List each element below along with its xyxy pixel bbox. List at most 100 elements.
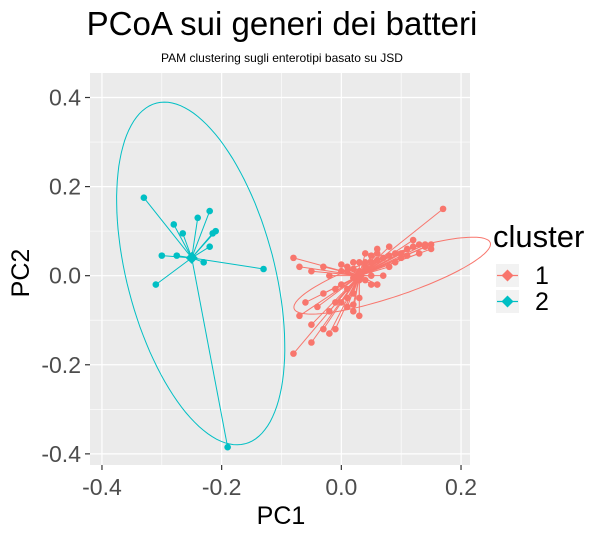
cluster-2-segment bbox=[191, 233, 214, 259]
cluster-1-segment bbox=[311, 270, 360, 277]
cluster-1-point bbox=[361, 250, 369, 257]
cluster-1-point bbox=[338, 299, 345, 306]
cluster-1-point bbox=[439, 205, 447, 213]
y-tick-label: 0.0 bbox=[49, 263, 81, 289]
cluster-2-point bbox=[158, 252, 166, 259]
cluster-1-segment bbox=[299, 275, 360, 317]
grid-lines bbox=[90, 73, 470, 465]
cluster-1-point bbox=[415, 241, 423, 248]
cluster-2-point bbox=[209, 230, 216, 237]
cluster-1-point bbox=[320, 325, 327, 333]
cluster-1-point bbox=[403, 252, 411, 259]
cluster-2-point bbox=[152, 281, 160, 288]
cluster-1-point bbox=[373, 256, 381, 264]
cluster-2-point bbox=[206, 243, 213, 251]
cluster-1-point bbox=[344, 263, 351, 271]
cluster-2-point bbox=[173, 252, 181, 259]
cluster-1-point bbox=[326, 330, 333, 337]
legend-key-1 bbox=[496, 264, 519, 287]
cluster-1-point bbox=[355, 294, 363, 302]
cluster-1-point bbox=[385, 243, 393, 251]
legend: cluster 12 bbox=[493, 219, 584, 316]
cluster-1-point bbox=[403, 245, 411, 253]
cluster-1-point bbox=[391, 259, 399, 266]
y-tick-label: 0.2 bbox=[49, 174, 81, 200]
legend-title: cluster bbox=[493, 219, 584, 254]
cluster-2-point bbox=[179, 230, 187, 237]
y-axis-title: PC2 bbox=[7, 249, 35, 298]
cluster-2-centroid bbox=[185, 251, 198, 264]
y-tick-label: -0.2 bbox=[41, 352, 81, 378]
cluster-2-ellipse bbox=[116, 101, 286, 446]
cluster-1-point bbox=[367, 281, 375, 288]
cluster-1-point bbox=[350, 290, 357, 297]
cluster-2-point bbox=[260, 265, 267, 273]
cluster-1-point bbox=[361, 259, 369, 266]
cluster-1-point bbox=[409, 236, 417, 244]
cluster-1-point bbox=[344, 294, 351, 302]
x-axis-title: PC1 bbox=[257, 502, 306, 530]
cluster-2-segment bbox=[155, 257, 193, 285]
cluster-2-point bbox=[140, 194, 148, 202]
cluster-1-point bbox=[379, 272, 387, 279]
cluster-2-segment bbox=[191, 210, 211, 259]
cluster-2-segment bbox=[143, 197, 193, 259]
cluster-1-point bbox=[350, 301, 357, 308]
cluster-1-point bbox=[332, 285, 339, 293]
x-tick-label: 0.2 bbox=[445, 474, 477, 500]
cluster-2-point bbox=[170, 221, 178, 228]
chart-subtitle: PAM clustering sugli enterotipi basato s… bbox=[161, 51, 403, 65]
legend-key-2 bbox=[496, 290, 519, 313]
cluster-2-point bbox=[206, 207, 213, 215]
cluster-1-point bbox=[373, 245, 381, 253]
cluster-1-centroid bbox=[353, 269, 366, 282]
cluster-1-point bbox=[332, 299, 339, 306]
cluster-1-point bbox=[367, 259, 375, 266]
chart-title: PCoA sui generi dei batteri bbox=[87, 5, 478, 42]
cluster-1-point bbox=[344, 285, 351, 293]
cluster-1-point bbox=[385, 263, 393, 271]
cluster-2-point bbox=[200, 259, 208, 266]
cluster-1-point bbox=[350, 265, 357, 273]
cluster-1-point bbox=[355, 259, 363, 266]
cluster-1-point bbox=[350, 308, 357, 315]
cluster-1-point bbox=[344, 303, 351, 311]
cluster-2-segment bbox=[191, 257, 229, 448]
legend-key-diamond bbox=[501, 295, 514, 308]
x-tick-label: -0.2 bbox=[202, 474, 242, 500]
cluster-1-point bbox=[421, 243, 429, 251]
cluster-1-point bbox=[355, 312, 363, 320]
cluster-1-point bbox=[338, 281, 345, 288]
y-tick-label: -0.4 bbox=[41, 441, 81, 467]
x-tick-label: -0.4 bbox=[82, 474, 122, 500]
cluster-1-point bbox=[391, 250, 399, 257]
cluster-1-point bbox=[373, 281, 381, 288]
plot-panel bbox=[90, 73, 470, 465]
cluster-1-point bbox=[427, 245, 435, 253]
cluster-1-point bbox=[296, 312, 303, 320]
legend-label-1: 1 bbox=[535, 262, 549, 290]
cluster-1-point bbox=[308, 321, 315, 328]
cluster-1-point bbox=[367, 272, 375, 279]
cluster-1-point bbox=[290, 254, 297, 262]
x-axis-ticks: -0.4 -0.2 0.0 0.2 bbox=[82, 465, 477, 500]
cluster-2-point bbox=[194, 214, 202, 222]
cluster-1-point bbox=[332, 325, 339, 333]
y-tick-label: 0.4 bbox=[49, 85, 81, 111]
cluster-1-point bbox=[308, 339, 315, 346]
cluster-1-point bbox=[350, 259, 357, 266]
cluster-1-point bbox=[320, 290, 327, 297]
cluster-1-point bbox=[326, 272, 333, 279]
cluster-1-point bbox=[302, 299, 309, 306]
cluster-1-point bbox=[367, 252, 375, 259]
data-points bbox=[140, 194, 447, 451]
legend-label-2: 2 bbox=[535, 288, 549, 316]
cluster-1-segment bbox=[359, 252, 402, 277]
cluster-1-segment bbox=[311, 275, 360, 343]
y-axis-ticks: -0.4 -0.2 0.0 0.2 0.4 bbox=[41, 85, 90, 467]
cluster-2-segment bbox=[191, 217, 199, 258]
cluster-1-point bbox=[379, 254, 387, 262]
cluster-2-segment bbox=[173, 224, 193, 259]
cluster-1-point bbox=[385, 252, 393, 259]
